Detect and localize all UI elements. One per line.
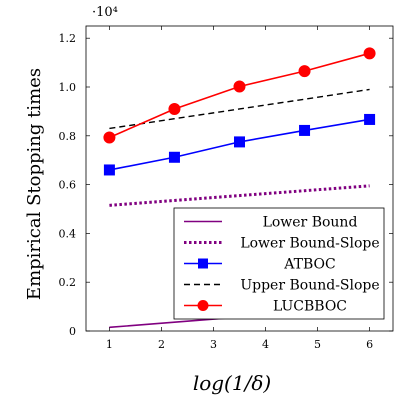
plot-area: 1 2 3 4 5 6 0 0.2 0.4 0.6 0.8 1.0 1.2 [59, 25, 394, 351]
data-point [364, 113, 376, 125]
data-point [299, 124, 311, 136]
y-tick-label: 0.6 [59, 179, 77, 192]
y-tick-label: 0.8 [59, 130, 77, 143]
data-point [103, 164, 115, 176]
legend-label: LUCBBOC [273, 299, 347, 315]
legend-label: Lower Bound-Slope [240, 236, 379, 252]
data-point [168, 102, 181, 115]
data-point [363, 47, 376, 60]
x-tick-label: 6 [366, 338, 373, 351]
y-tick-label: 0.2 [59, 276, 77, 289]
x-axis-label: log(1/δ) [193, 371, 271, 395]
data-point [234, 136, 245, 148]
y-tick-label: 1.2 [59, 32, 77, 45]
data-point [233, 80, 246, 93]
legend-marker [198, 258, 208, 269]
data-point [103, 131, 116, 144]
y-axis-label: Empirical Stopping times [24, 68, 45, 300]
x-tick-label: 2 [158, 338, 165, 351]
y-tick-label: 0.4 [59, 227, 77, 240]
y-multiplier: ·10⁴ [92, 5, 118, 20]
y-tick-label: 1.0 [59, 81, 77, 94]
series-line [109, 88, 370, 130]
data-point [168, 151, 180, 163]
legend-label: Lower Bound [263, 215, 358, 231]
x-tick-label: 5 [314, 338, 321, 351]
legend-label: Upper Bound-Slope [240, 278, 379, 294]
x-tick-label: 3 [210, 338, 217, 351]
legend-marker [197, 300, 209, 311]
x-tick-label: 1 [106, 338, 113, 351]
series-line [109, 184, 370, 207]
x-tick-label: 4 [262, 338, 269, 351]
y-tick-label: 0 [69, 325, 76, 338]
legend: Lower Bound Lower Bound-Slope ATBOC Upper B… [173, 207, 385, 320]
axes-frame [85, 25, 394, 332]
legend-label: ATBOC [283, 257, 335, 273]
data-point [298, 65, 311, 78]
